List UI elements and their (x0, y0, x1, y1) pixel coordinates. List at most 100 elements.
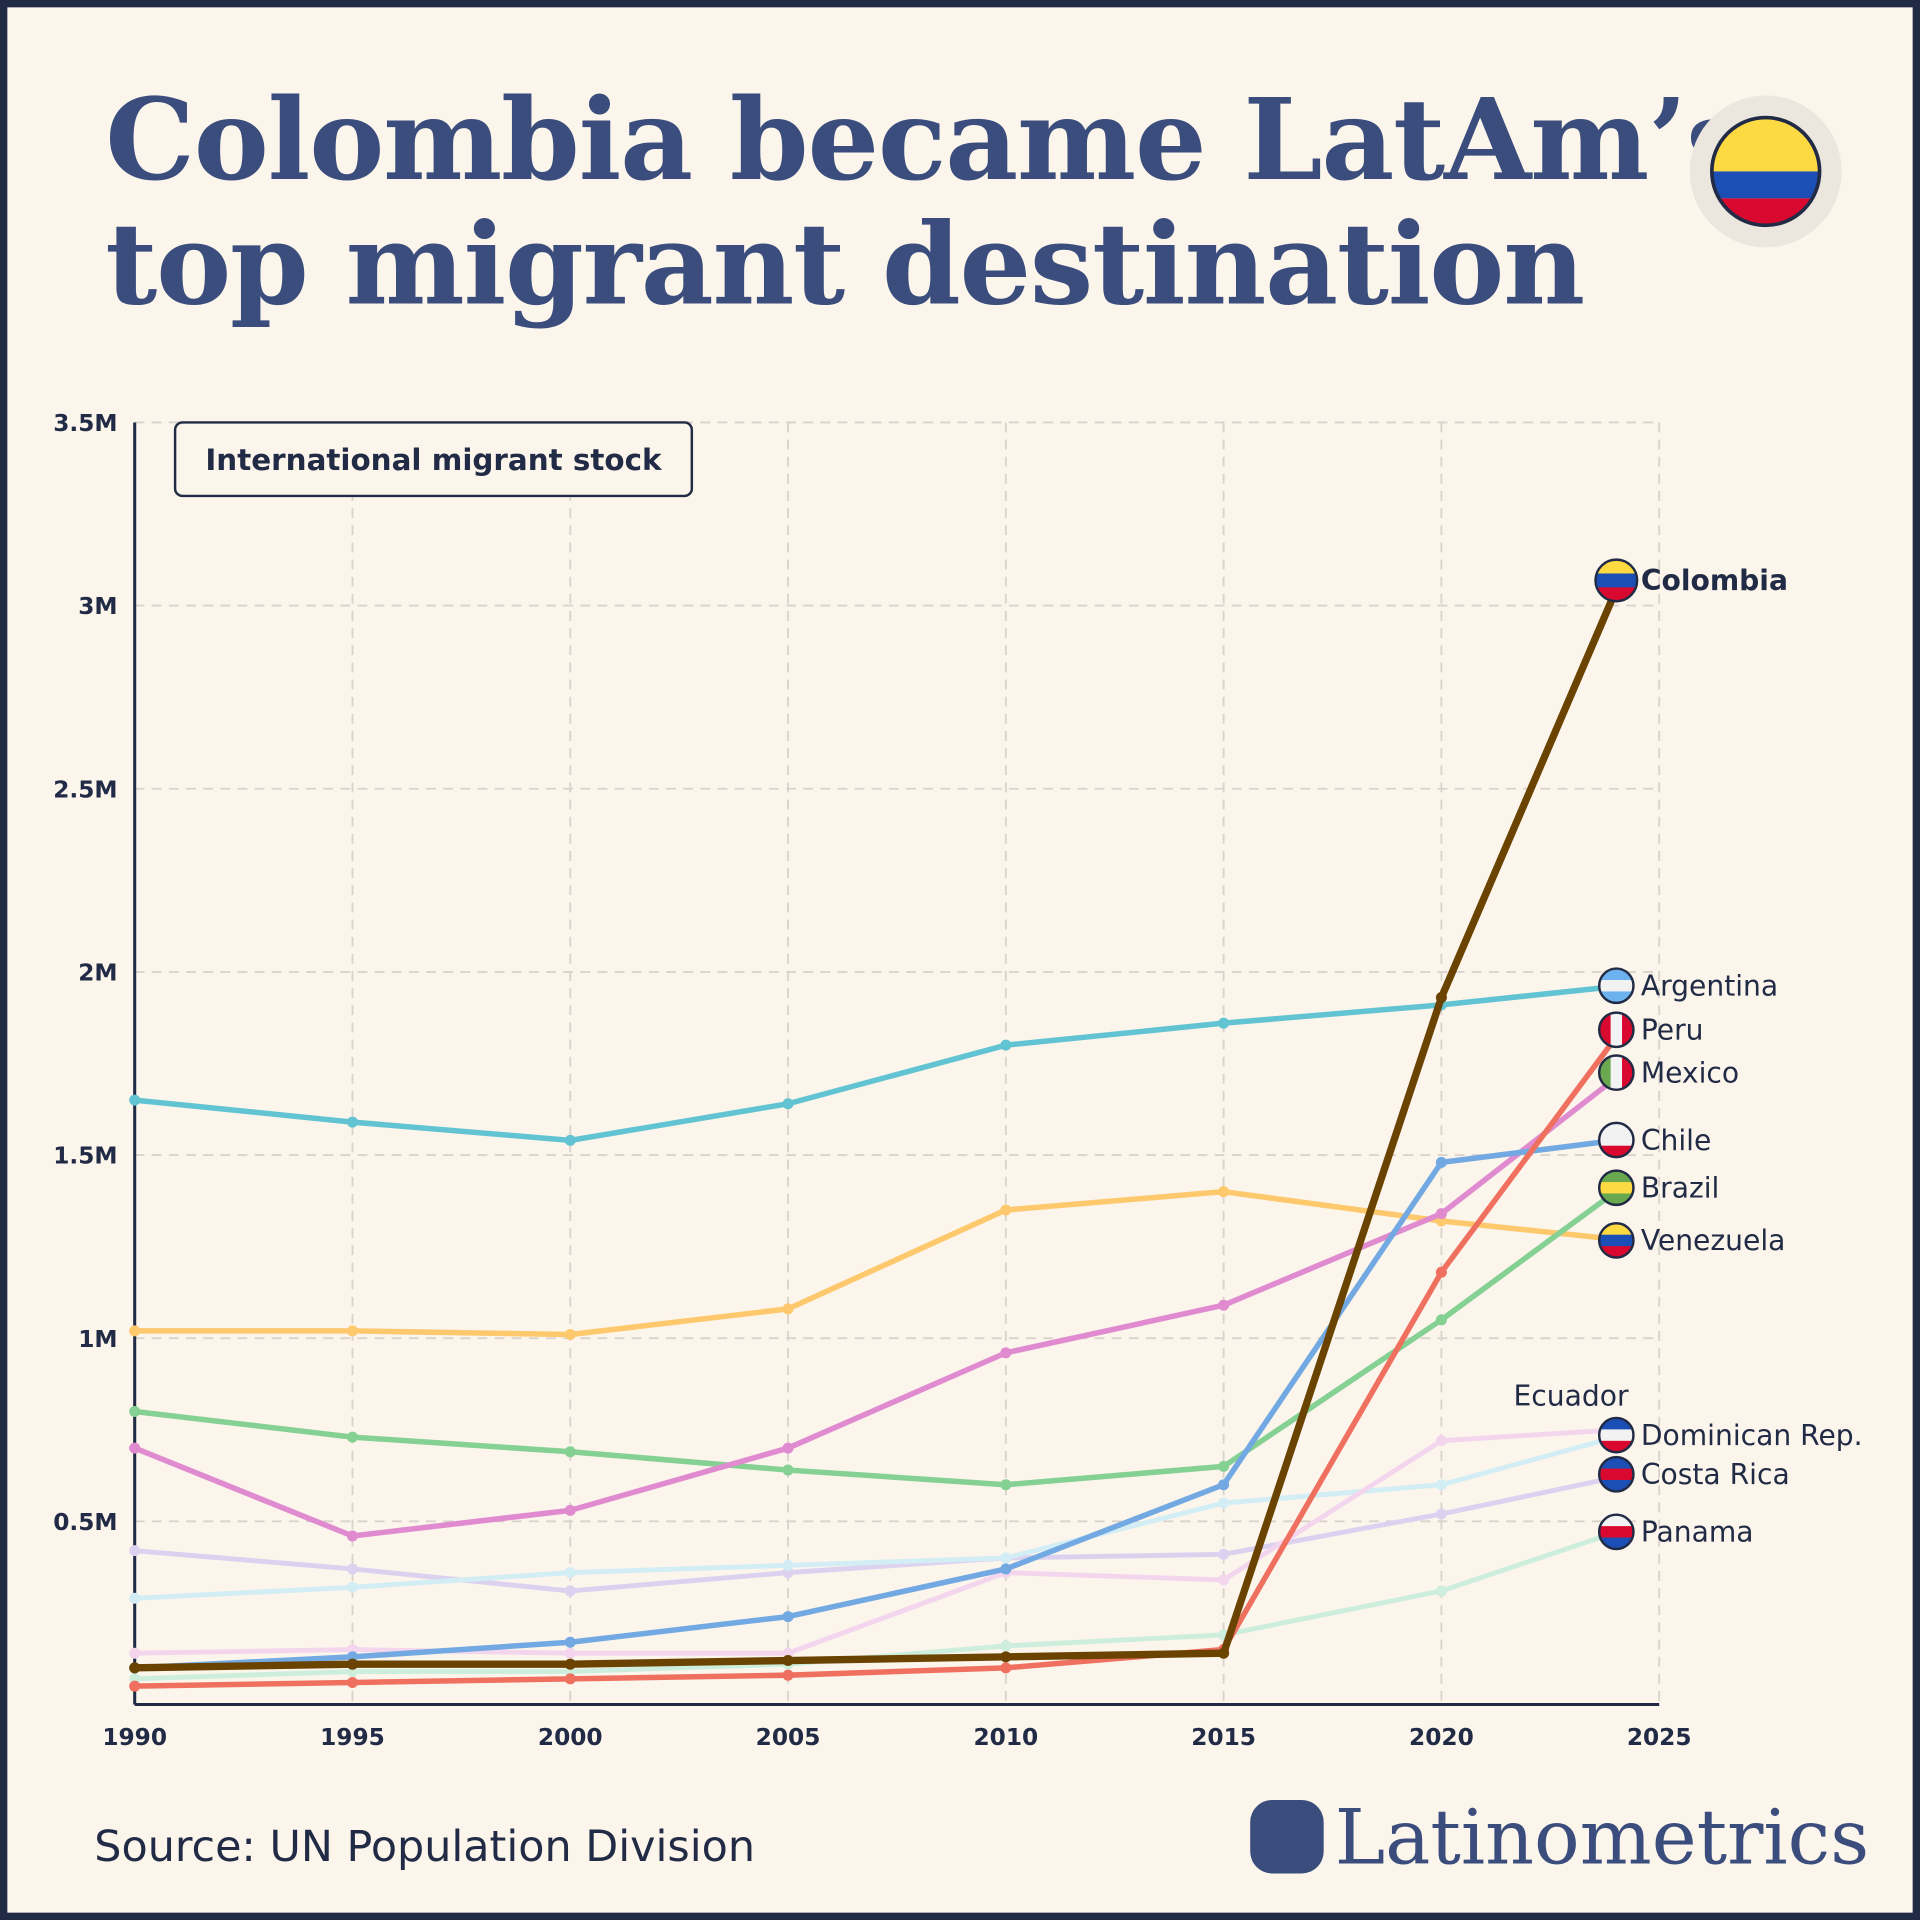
series-label: Peru (1641, 1014, 1704, 1047)
data-point (782, 1303, 794, 1315)
data-point (129, 1647, 141, 1659)
data-point (1435, 1435, 1447, 1447)
data-point (564, 1567, 576, 1579)
data-point (564, 1636, 576, 1648)
data-point (1000, 1347, 1012, 1359)
chart-title-box: International migrant stock (173, 421, 694, 498)
venezuela-flag-icon (1597, 1222, 1635, 1259)
data-point (1218, 1497, 1230, 1509)
data-point (346, 1431, 358, 1443)
data-point (1000, 1563, 1012, 1575)
data-point (1218, 1479, 1230, 1491)
data-point (1218, 1299, 1230, 1311)
source-note: Source: UN Population Division (94, 1822, 755, 1872)
costa-rica-flag-icon (1597, 1455, 1635, 1493)
data-point (129, 1545, 141, 1557)
data-point (129, 1325, 141, 1337)
series-lines (129, 589, 1620, 1692)
x-tick-label: 1995 (320, 1724, 385, 1751)
data-point (564, 1658, 576, 1670)
data-point (346, 1563, 358, 1575)
data-point (1000, 1651, 1012, 1663)
data-point (1000, 1039, 1012, 1051)
series-label: Panama (1641, 1516, 1754, 1549)
axes: 1990 1995 2000 2005 2010 2015 2020 2025 0.5M 1M 1.… (53, 410, 1691, 1751)
data-point (129, 1094, 141, 1106)
data-point (782, 1655, 794, 1667)
data-point (782, 1464, 794, 1476)
data-point (129, 1680, 141, 1692)
title-line-1: Colombia became LatAm’s (105, 73, 1748, 206)
data-point (346, 1530, 358, 1542)
data-point (1000, 1662, 1012, 1674)
data-point (782, 1611, 794, 1623)
data-point (129, 1442, 141, 1454)
series-label: Argentina (1641, 970, 1778, 1003)
data-point (1000, 1640, 1012, 1652)
series-line-argentina (134, 983, 1616, 1144)
data-point (1435, 1208, 1447, 1220)
data-point (1435, 1508, 1447, 1520)
data-point (1435, 1314, 1447, 1326)
y-tick-label: 2M (78, 959, 117, 986)
y-tick-label: 3M (78, 593, 117, 620)
x-tick-label: 2010 (973, 1724, 1038, 1751)
y-tick-label: 3.5M (53, 410, 117, 437)
data-point (1218, 1574, 1230, 1586)
data-point (1218, 1647, 1230, 1659)
data-point (1435, 1585, 1447, 1597)
series-label: Dominican Rep. (1641, 1419, 1863, 1452)
data-point (782, 1442, 794, 1454)
dominican-rep--flag-icon (1597, 1416, 1635, 1454)
data-point (564, 1134, 576, 1146)
data-point (1218, 1548, 1230, 1560)
x-tick-label: 2020 (1409, 1724, 1474, 1751)
y-tick-label: 1M (78, 1326, 117, 1353)
data-point (1218, 1017, 1230, 1029)
series-label: Chile (1641, 1124, 1711, 1157)
brazil-flag-icon (1597, 1169, 1635, 1207)
data-point (1000, 1479, 1012, 1491)
mexico-flag-icon (1597, 1054, 1635, 1092)
series-line-brazil (134, 1189, 1618, 1488)
data-point (782, 1669, 794, 1681)
data-point (564, 1647, 576, 1659)
x-tick-label: 1990 (102, 1724, 167, 1751)
series-label: Colombia (1641, 564, 1788, 597)
argentina-flag-icon (1597, 967, 1635, 1005)
logo-icon (1250, 1800, 1324, 1874)
x-tick-label: 2015 (1191, 1724, 1256, 1751)
series-label: Ecuador (1514, 1380, 1629, 1413)
y-tick-label: 0.5M (53, 1509, 117, 1536)
latinometrics-logo[interactable]: Latinometrics (1250, 1794, 1869, 1882)
chile-flag-icon (1597, 1121, 1635, 1159)
series-line-costa-rica (134, 1474, 1617, 1594)
series-line-mexico (133, 1075, 1618, 1539)
data-point (346, 1325, 358, 1337)
chart-title: International migrant stock (205, 443, 663, 477)
series-label: Costa Rica (1641, 1458, 1790, 1491)
data-point (1435, 992, 1447, 1004)
series-line-peru (134, 1036, 1618, 1689)
data-point (782, 1559, 794, 1571)
data-point (129, 1592, 141, 1604)
series-line-colombia (134, 589, 1620, 1672)
series-label: Brazil (1641, 1172, 1720, 1205)
title-line-2: top migrant destination (105, 198, 1584, 331)
data-point (564, 1585, 576, 1597)
series-label: Venezuela (1641, 1224, 1786, 1257)
series-label: Mexico (1641, 1056, 1739, 1089)
brand-name: Latinometrics (1335, 1794, 1869, 1882)
x-tick-label: 2000 (538, 1724, 603, 1751)
colombia-flag-badge (1689, 95, 1842, 248)
data-point (564, 1504, 576, 1516)
data-point (1435, 1479, 1447, 1491)
data-point (1435, 1266, 1447, 1278)
data-point (1000, 1552, 1012, 1564)
data-point (564, 1673, 576, 1685)
series-line-ecuador (134, 1434, 1617, 1601)
data-point (346, 1581, 358, 1593)
